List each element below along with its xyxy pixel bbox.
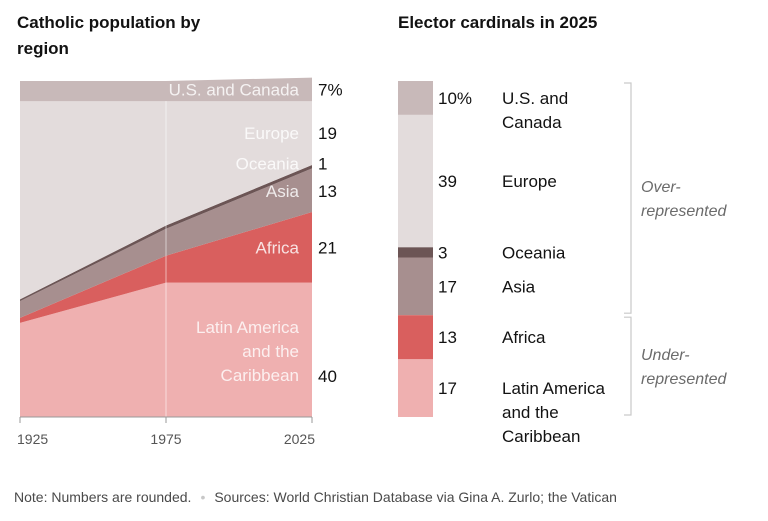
category-label-latin-america-and-the-caribbean-line-1: Latin America <box>502 379 606 398</box>
x-tick-label-1975: 1975 <box>150 431 181 447</box>
category-label-latin-america-and-the-caribbean-line-3: Caribbean <box>502 427 580 446</box>
separator-dot: • <box>200 489 206 505</box>
bar-segment-africa <box>398 315 433 360</box>
end-value-africa: 21 <box>318 238 337 257</box>
footer-note: Note: Numbers are rounded. • Sources: Worl… <box>14 489 617 505</box>
category-label-africa-line-1: Africa <box>502 328 546 347</box>
category-label-latin-america-and-the-caribbean-line-2: and the <box>502 403 559 422</box>
left-chart-title: Catholic population by region <box>17 13 201 58</box>
area-label-latin-america-and-the-caribbean-line-1: Latin America <box>196 318 300 337</box>
area-label-europe: Europe <box>244 124 299 143</box>
bar-segment-asia <box>398 257 433 316</box>
area-label-latin-america-and-the-caribbean-line-2: and the <box>242 342 299 361</box>
bracket-over-represented <box>624 82 632 314</box>
bar-value-europe: 39 <box>438 172 457 191</box>
bracket-label-under-represented-line-2: represented <box>641 371 727 388</box>
bracket-label-over-represented-line-1: Over- <box>641 179 681 196</box>
bracket-under-represented <box>624 316 632 416</box>
bar-value-u-s-and-canada: 10% <box>438 89 472 108</box>
bar-segment-u-s-and-canada <box>398 81 433 115</box>
bracket-label-under-represented-line-1: Under- <box>641 347 690 364</box>
bar-value-asia: 17 <box>438 277 457 296</box>
end-value-u-s-and-canada: 7% <box>318 80 343 99</box>
category-label-u-s-and-canada-line-1: U.S. and <box>502 89 568 108</box>
area-oceania <box>20 165 312 302</box>
category-label-u-s-and-canada-line-2: Canada <box>502 113 562 132</box>
bar-value-africa: 13 <box>438 328 457 347</box>
sources-text: Sources: World Christian Database via Gi… <box>214 489 617 505</box>
area-label-asia: Asia <box>266 182 300 201</box>
bar-segment-oceania <box>398 247 433 258</box>
area-label-oceania: Oceania <box>236 155 300 174</box>
area-label-u-s-and-canada: U.S. and Canada <box>169 80 300 99</box>
x-tick-label-2025: 2025 <box>284 431 315 447</box>
area-label-latin-america-and-the-caribbean-line-3: Caribbean <box>221 366 299 385</box>
note-text: Note: Numbers are rounded. <box>14 489 192 505</box>
x-tick-label-1925: 1925 <box>17 431 48 447</box>
bar-segment-latin-america-and-the-caribbean <box>398 359 433 417</box>
area-label-africa: Africa <box>256 238 300 257</box>
end-value-asia: 13 <box>318 182 337 201</box>
bar-segment-europe <box>398 114 433 248</box>
category-label-europe-line-1: Europe <box>502 172 557 191</box>
bar-value-oceania: 3 <box>438 243 447 262</box>
end-value-oceania: 1 <box>318 155 327 174</box>
category-label-asia-line-1: Asia <box>502 277 536 296</box>
area-u-s-and-canada <box>20 77 312 102</box>
right-chart-title: Elector cardinals in 2025 <box>398 13 598 32</box>
category-label-oceania-line-1: Oceania <box>502 243 566 262</box>
bar-value-latin-america-and-the-caribbean: 17 <box>438 379 457 398</box>
bracket-label-over-represented-line-2: represented <box>641 203 727 220</box>
end-value-europe: 19 <box>318 124 337 143</box>
end-value-latin-america-and-the-caribbean: 40 <box>318 367 337 386</box>
